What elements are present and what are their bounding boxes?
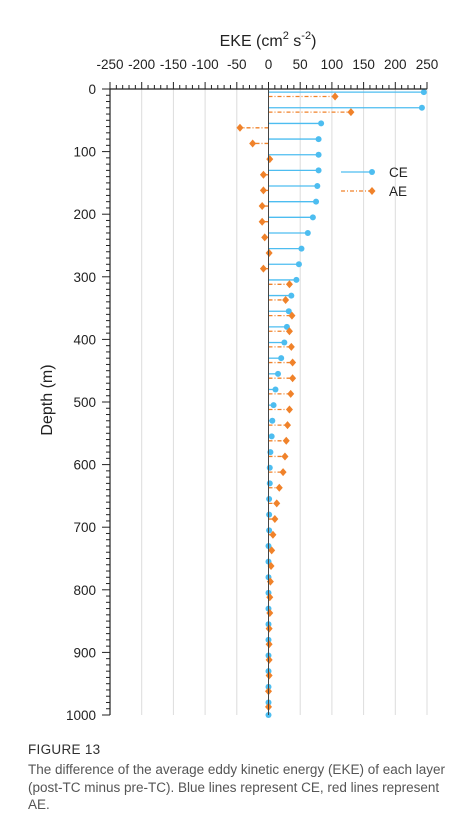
ae-marker (289, 374, 297, 383)
x-tick-label: 200 (384, 57, 407, 72)
ae-marker (287, 389, 295, 398)
ae-marker (282, 295, 290, 304)
ce-marker (266, 464, 273, 471)
ce-marker (315, 136, 322, 143)
x-tick-label: 0 (265, 57, 273, 72)
ce-marker (315, 167, 322, 174)
ae-marker (285, 405, 293, 414)
x-tick-label: -150 (160, 57, 187, 72)
ce-marker (266, 511, 273, 518)
ae-marker (259, 264, 267, 273)
ae-marker (284, 421, 292, 430)
ae-marker (271, 515, 279, 524)
ae-marker (285, 280, 293, 289)
figure-caption: FIGURE 13 The difference of the average … (28, 742, 458, 814)
ce-marker (285, 308, 292, 315)
ae-marker (275, 483, 283, 492)
y-tick-label: 1000 (66, 708, 96, 723)
ae-marker (259, 170, 267, 179)
ae-marker (265, 249, 273, 258)
x-tick-label: 150 (352, 57, 375, 72)
ce-marker (318, 120, 325, 127)
legend: CE AE (341, 165, 408, 199)
ce-marker (281, 339, 288, 346)
ce-marker (266, 496, 273, 503)
y-tick-label: 800 (73, 583, 96, 598)
ce-marker (298, 245, 305, 252)
ce-marker (288, 292, 295, 299)
ae-marker (269, 530, 277, 539)
x-tick-label: 50 (293, 57, 308, 72)
ae-marker (258, 202, 266, 211)
ae-marker (265, 624, 273, 633)
y-tick-label: 400 (73, 332, 96, 347)
x-tick-label: -250 (96, 57, 123, 72)
ae-marker (281, 452, 289, 461)
x-tick-label: -100 (192, 57, 219, 72)
tick-labels: -250 -200 -150 -100 -50 0 50 100 150 200 250 0 100 20… (66, 57, 438, 723)
ce-marker (313, 198, 320, 205)
ce-marker (293, 276, 300, 283)
ae-marker (282, 436, 290, 445)
ce-marker (304, 229, 311, 236)
ce-marker (283, 323, 290, 330)
ae-marker (258, 217, 266, 226)
x-axis-title: EKE (cm2 s-2) (220, 30, 317, 50)
ae-marker (268, 546, 276, 555)
ae-marker (267, 562, 275, 571)
ce-marker (275, 370, 282, 377)
ce-marker (269, 417, 276, 424)
x-tick-label: 100 (321, 57, 344, 72)
ce-marker (268, 433, 275, 440)
figure-caption-text: The difference of the average eddy kinet… (28, 762, 445, 812)
ae-marker (289, 358, 297, 367)
y-axis-title: Depth (m) (39, 364, 56, 435)
ce-marker (420, 89, 427, 96)
x-tick-label: 250 (416, 57, 439, 72)
ae-marker (261, 233, 269, 242)
ae-marker (266, 155, 274, 164)
y-tick-label: 300 (73, 270, 96, 285)
ce-marker (266, 480, 273, 487)
y-tick-label: 500 (73, 395, 96, 410)
ae-marker (288, 311, 296, 320)
ae-marker (259, 186, 267, 195)
ce-marker (309, 214, 316, 221)
figure-label: FIGURE 13 (28, 742, 101, 757)
ae-marker (331, 92, 339, 101)
eke-chart: -250 -200 -150 -100 -50 0 50 100 150 200 250 0 100 20… (39, 30, 438, 723)
x-tick-label: -200 (128, 57, 155, 72)
ae-marker (287, 342, 295, 351)
legend-marker-ce (369, 169, 375, 175)
ae-marker (279, 468, 287, 477)
ce-marker (418, 104, 425, 111)
ae-marker (273, 499, 281, 508)
y-tick-label: 0 (88, 82, 96, 97)
ae-marker (265, 671, 273, 680)
ce-marker (270, 402, 277, 409)
ae-marker (265, 640, 273, 649)
ce-marker (266, 527, 273, 534)
ce-marker (278, 355, 285, 362)
legend-label-ce: CE (389, 165, 408, 180)
grid-lines (141, 89, 428, 715)
ce-marker (314, 183, 321, 190)
ae-marker (347, 108, 355, 117)
ce-marker (295, 261, 302, 268)
legend-label-ae: AE (389, 184, 407, 199)
y-tick-label: 700 (73, 520, 96, 535)
x-tick-label: -50 (227, 57, 247, 72)
y-tick-label: 600 (73, 458, 96, 473)
y-tick-label: 900 (73, 645, 96, 660)
ce-marker (315, 151, 322, 158)
axes (102, 82, 428, 716)
ae-marker (249, 139, 257, 148)
ae-marker (285, 327, 293, 336)
ae-marker (265, 655, 273, 664)
legend-marker-ae (368, 187, 376, 195)
y-tick-label: 200 (73, 207, 96, 222)
ce-marker (272, 386, 279, 393)
y-tick-label: 100 (73, 145, 96, 160)
ae-marker (236, 123, 244, 132)
